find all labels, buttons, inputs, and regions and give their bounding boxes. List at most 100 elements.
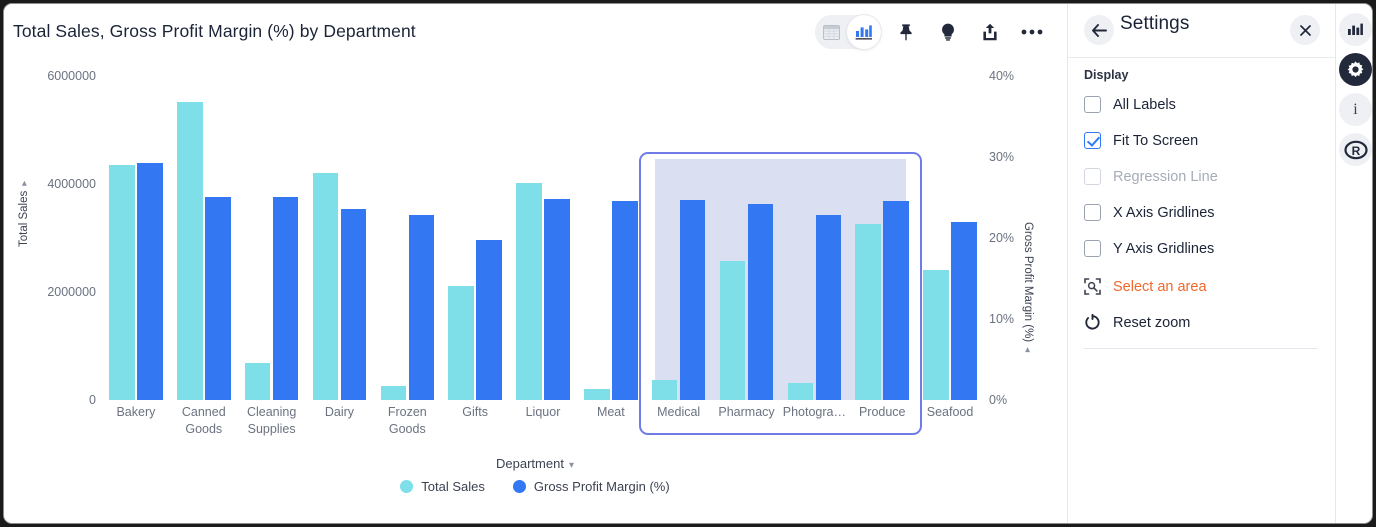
legend-item-gross-profit-margin[interactable]: Gross Profit Margin (%) xyxy=(512,479,670,494)
regression-line-checkbox xyxy=(1084,168,1101,185)
bar-gross-profit-margin[interactable] xyxy=(205,197,231,400)
bar-gross-profit-margin[interactable] xyxy=(612,201,638,400)
chart-icon[interactable] xyxy=(1339,13,1372,46)
ytick-left: 2000000 xyxy=(47,285,96,299)
info-icon[interactable]: i xyxy=(1339,93,1372,126)
x-axis-label[interactable]: Photogra… xyxy=(782,405,846,419)
bar-total-sales[interactable] xyxy=(584,389,610,400)
gear-icon[interactable] xyxy=(1339,53,1372,86)
option-label: X Axis Gridlines xyxy=(1113,204,1215,221)
right-icon-rail: i R xyxy=(1335,4,1372,523)
x-axis-label[interactable]: Meat xyxy=(596,405,625,419)
option-fit-to-screen[interactable]: Fit To Screen xyxy=(1084,132,1198,149)
bar-gross-profit-margin[interactable] xyxy=(408,215,435,400)
ytick-left: 0 xyxy=(89,393,96,407)
select-area-icon xyxy=(1084,278,1101,295)
chart-toolbar xyxy=(815,15,1049,49)
bar-group[interactable] xyxy=(306,59,374,400)
bar-gross-profit-margin[interactable] xyxy=(679,199,706,400)
bar-gross-profit-margin[interactable] xyxy=(747,203,774,400)
action-select-an-area[interactable]: Select an area xyxy=(1084,278,1207,295)
x-axis-title-text: Department xyxy=(496,456,564,471)
bar-total-sales[interactable] xyxy=(651,380,678,400)
bar-group[interactable] xyxy=(645,59,713,400)
bar-gross-profit-margin[interactable] xyxy=(951,221,977,400)
chart-pane: Total Sales, Gross Profit Margin (%) by … xyxy=(4,4,1066,523)
bar-group[interactable] xyxy=(102,59,170,400)
settings-panel-header: Settings xyxy=(1068,4,1335,58)
option-x-axis-gridlines[interactable]: X Axis Gridlines xyxy=(1084,204,1215,221)
reset-zoom-icon xyxy=(1084,314,1101,331)
x-axis-label[interactable]: Seafood xyxy=(926,405,974,419)
bar-gross-profit-margin[interactable] xyxy=(137,163,163,400)
fit-to-screen-checkbox[interactable] xyxy=(1084,132,1101,149)
bar-total-sales[interactable] xyxy=(923,269,949,400)
action-label: Reset zoom xyxy=(1113,314,1191,331)
y-axis-gridlines-checkbox[interactable] xyxy=(1084,240,1101,257)
bar-group[interactable] xyxy=(509,59,577,400)
x-axis-label[interactable]: Cleaning Supplies xyxy=(246,405,297,436)
bar-group[interactable] xyxy=(780,59,848,400)
x-axis-label[interactable]: Dairy xyxy=(324,405,355,419)
more-button[interactable] xyxy=(1015,15,1049,49)
share-button[interactable] xyxy=(973,15,1007,49)
table-view-button[interactable] xyxy=(815,15,847,49)
bar-gross-profit-margin[interactable] xyxy=(815,215,842,400)
settings-panel: Settings Display All Labels Fit To Scree… xyxy=(1067,4,1335,523)
ytick-left: 6000000 xyxy=(47,69,96,83)
bar-group[interactable] xyxy=(441,59,509,400)
bar-total-sales[interactable] xyxy=(177,101,203,400)
x-axis-label[interactable]: Pharmacy xyxy=(718,405,775,419)
bar-total-sales[interactable] xyxy=(719,260,746,400)
left-axis-ticks: 6000000 4000000 2000000 0 xyxy=(4,59,96,459)
bar-group-container xyxy=(102,59,984,400)
x-axis-title[interactable]: Department ▾ xyxy=(4,456,1066,471)
x-axis-label[interactable]: Canned Goods xyxy=(181,405,226,436)
bar-total-sales[interactable] xyxy=(855,224,881,400)
back-button[interactable] xyxy=(1084,15,1114,45)
bar-group[interactable] xyxy=(916,59,984,400)
option-regression-line: Regression Line xyxy=(1084,168,1218,185)
x-axis-label[interactable]: Medical xyxy=(657,405,701,419)
close-button[interactable] xyxy=(1290,15,1320,45)
settings-title: Settings xyxy=(1120,13,1190,34)
action-reset-zoom[interactable]: Reset zoom xyxy=(1084,314,1190,331)
chart-view-button[interactable] xyxy=(847,15,881,49)
legend-swatch-icon xyxy=(400,480,414,493)
bar-group[interactable] xyxy=(848,59,916,400)
bar-total-sales[interactable] xyxy=(380,386,407,400)
x-axis-gridlines-checkbox[interactable] xyxy=(1084,204,1101,221)
bar-group[interactable] xyxy=(577,59,645,400)
bar-gross-profit-margin[interactable] xyxy=(883,201,909,400)
ytick-right: 0% xyxy=(989,393,1008,407)
lightbulb-button[interactable] xyxy=(931,15,965,49)
all-labels-checkbox[interactable] xyxy=(1084,96,1101,113)
x-axis-label[interactable]: Frozen Goods xyxy=(387,405,427,436)
bar-total-sales[interactable] xyxy=(312,172,339,400)
r-logo-icon[interactable]: R xyxy=(1339,133,1372,166)
option-label: Y Axis Gridlines xyxy=(1113,240,1215,257)
option-all-labels[interactable]: All Labels xyxy=(1084,96,1176,113)
bar-gross-profit-margin[interactable] xyxy=(544,198,570,400)
x-axis-label[interactable]: Bakery xyxy=(116,405,156,419)
bar-gross-profit-margin[interactable] xyxy=(272,197,299,400)
bar-group[interactable] xyxy=(713,59,781,400)
bar-group[interactable] xyxy=(373,59,441,400)
option-y-axis-gridlines[interactable]: Y Axis Gridlines xyxy=(1084,240,1214,257)
bar-gross-profit-margin[interactable] xyxy=(340,209,367,400)
legend-item-total-sales[interactable]: Total Sales xyxy=(400,479,485,494)
bar-total-sales[interactable] xyxy=(787,382,814,400)
x-axis-label[interactable]: Liquor xyxy=(525,405,561,419)
x-axis-label[interactable]: Gifts xyxy=(462,405,488,419)
page-title: Total Sales, Gross Profit Margin (%) by … xyxy=(13,21,416,41)
bar-gross-profit-margin[interactable] xyxy=(476,239,502,400)
bar-total-sales[interactable] xyxy=(244,363,271,400)
bar-total-sales[interactable] xyxy=(109,165,135,400)
x-axis-label[interactable]: Produce xyxy=(858,405,906,419)
bar-group[interactable] xyxy=(238,59,306,400)
ytick-left: 4000000 xyxy=(47,177,96,191)
pin-button[interactable] xyxy=(889,15,923,49)
bar-group[interactable] xyxy=(170,59,238,400)
bar-total-sales[interactable] xyxy=(448,286,474,400)
bar-total-sales[interactable] xyxy=(516,182,542,400)
